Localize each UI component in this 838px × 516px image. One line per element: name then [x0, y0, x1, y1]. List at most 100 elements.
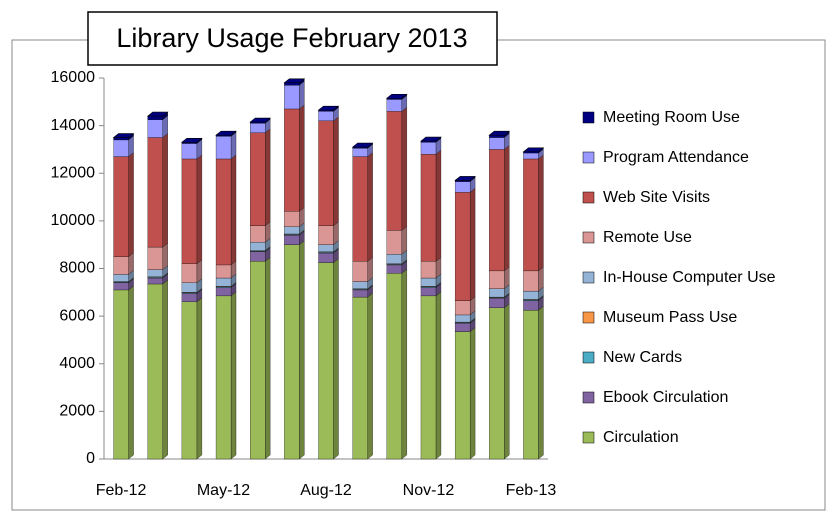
bar-side: [538, 266, 544, 292]
legend-swatch: [582, 191, 595, 204]
bar-segment: [420, 287, 437, 297]
bar-side: [230, 132, 237, 160]
bar-segment: [147, 115, 163, 120]
bar-segment: [147, 246, 163, 270]
bar-segment: [420, 295, 437, 460]
bar-segment: [284, 108, 300, 212]
bar-segment: [386, 99, 402, 112]
y-tick-label: 6000: [59, 307, 95, 324]
bar-side: [333, 258, 339, 460]
legend-label: In-House Computer Use: [603, 269, 776, 286]
bar-segment: [352, 261, 368, 282]
bar-segment: [147, 119, 163, 138]
bar-side: [265, 128, 271, 226]
bar-segment: [284, 211, 300, 227]
bar-segment: [113, 289, 129, 460]
bar-segment: [284, 84, 300, 110]
bar-segment: [318, 111, 334, 122]
bar-segment: [215, 136, 232, 160]
bar-segment: [386, 264, 402, 274]
legend-swatch: [582, 271, 595, 284]
bar-side: [128, 285, 134, 460]
bar-segment: [454, 300, 471, 316]
bar-segment: [215, 264, 232, 279]
bar-segment: [250, 261, 266, 460]
bar-side: [401, 268, 407, 460]
legend-label: Program Attendance: [603, 149, 749, 166]
bar-side: [504, 145, 510, 272]
bar-side: [162, 133, 168, 248]
bar-segment: [181, 293, 198, 302]
legend-swatch: [582, 391, 595, 404]
legend-label: Meeting Room Use: [603, 109, 740, 126]
bar-segment: [181, 301, 198, 460]
legend-swatch: [582, 111, 595, 124]
y-tick-label: 14000: [51, 117, 96, 134]
bar-segment: [523, 300, 539, 311]
bar-top: [488, 130, 511, 136]
bar-segment: [386, 273, 402, 460]
bar-segment: [489, 298, 505, 308]
legend-swatch: [582, 431, 595, 444]
bar-segment: [284, 235, 300, 245]
bar-side: [538, 154, 544, 272]
bar-top: [146, 111, 169, 117]
bar-segment: [386, 111, 402, 231]
legend-label: Circulation: [603, 429, 679, 446]
legend-swatch: [582, 231, 595, 244]
bar-segment: [181, 143, 198, 160]
legend-swatch: [582, 151, 595, 164]
bar-segment: [113, 256, 129, 275]
bar-side: [401, 107, 407, 231]
legend-label: Museum Pass Use: [603, 309, 737, 326]
bar-segment: [420, 154, 437, 262]
bar-segment: [215, 287, 232, 297]
bar-side: [162, 279, 168, 460]
legend-swatch: [582, 351, 595, 364]
bar-segment: [318, 244, 334, 252]
bar-segment: [318, 252, 334, 263]
bar-segment: [215, 277, 232, 287]
bar-segment: [250, 225, 266, 243]
bar-top: [283, 78, 306, 84]
bar-side: [435, 149, 442, 262]
bar-top: [112, 133, 135, 138]
bar-side: [299, 80, 305, 110]
bar-segment: [489, 149, 505, 272]
chart-title: Library Usage February 2013: [116, 23, 467, 53]
bar-segment: [386, 230, 402, 255]
bar-segment: [250, 123, 266, 133]
bar-side: [162, 242, 168, 271]
bar-segment: [523, 152, 539, 160]
bar-segment: [386, 254, 402, 264]
bar-segment: [352, 289, 368, 298]
bar-segment: [352, 156, 368, 262]
bar-segment: [181, 263, 198, 283]
bar-segment: [352, 148, 368, 157]
bar-segment: [523, 158, 539, 272]
y-tick-label: 12000: [51, 164, 96, 181]
bar-segment: [454, 331, 471, 460]
bar-segment: [284, 82, 300, 86]
bar-side: [469, 327, 476, 460]
bar-segment: [489, 307, 505, 460]
bar-side: [504, 303, 510, 460]
bar-segment: [420, 261, 437, 279]
bar-side: [299, 240, 305, 460]
bar-segment: [250, 242, 266, 251]
bar-segment: [250, 251, 266, 262]
x-tick-label: Aug-12: [300, 482, 352, 499]
bar-side: [469, 187, 476, 301]
bar-segment: [489, 137, 505, 150]
bar-segment: [489, 270, 505, 289]
bar-top: [420, 136, 442, 142]
bar-top: [454, 176, 476, 181]
bar-segment: [523, 310, 539, 460]
bar-side: [230, 154, 237, 266]
y-tick-label: 2000: [59, 403, 95, 420]
bar-segment: [523, 290, 539, 300]
bar-side: [367, 257, 373, 282]
bar-top: [522, 147, 545, 153]
bar-segment: [420, 142, 437, 155]
